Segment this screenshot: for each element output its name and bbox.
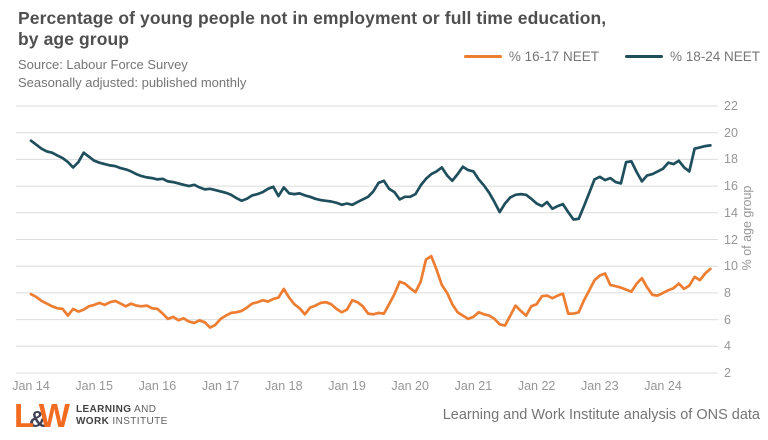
lw-logo-text: LEARNING AND WORK INSTITUTE [75, 404, 168, 427]
x-tick-label-jan-20: Jan 20 [391, 379, 429, 393]
y-tick-label-2: 2 [724, 366, 731, 380]
x-tick-label-jan-14: Jan 14 [12, 379, 50, 393]
y-tick-label-4: 4 [724, 339, 731, 354]
x-tick-label-jan-21: Jan 21 [454, 379, 493, 393]
x-tick-label-jan-19: Jan 19 [328, 379, 366, 393]
legend-label: % 16-17 NEET [508, 49, 599, 64]
gridlines [16, 105, 718, 374]
series-lines [29, 139, 712, 329]
series-line-16-17-neet [29, 254, 712, 329]
logo-ampersand: & [29, 406, 46, 432]
x-tick-label-jan-17: Jan 17 [201, 379, 240, 393]
legend-item-16-17-neet: % 16-17 NEET [463, 49, 599, 64]
chart-legend: % 16-17 NEET % 18-24 NEET [463, 49, 760, 64]
chart-title: Percentage of young people not in employ… [18, 8, 606, 50]
legend-label: % 18-24 NEET [669, 49, 760, 64]
y-tick-label-22: 22 [724, 99, 738, 113]
y-tick-label-10: 10 [724, 259, 738, 274]
legend-swatch [624, 55, 663, 58]
x-tick-label-jan-22: Jan 22 [517, 379, 556, 393]
logo-letter-w: W [38, 397, 70, 434]
y-tick-label-14: 14 [724, 205, 738, 220]
legend-swatch [463, 55, 502, 58]
analysis-credit: Learning and Work Institute analysis of … [442, 407, 760, 423]
y-tick-label-20: 20 [724, 125, 738, 140]
y-tick-label-8: 8 [724, 285, 731, 300]
x-tick-label-jan-23: Jan 23 [581, 379, 619, 393]
x-tick-label-jan-24: Jan 24 [644, 379, 682, 393]
x-tick-label-jan-15: Jan 15 [75, 379, 113, 393]
chart-title-line1: Percentage of young people not in employ… [18, 8, 607, 28]
logo-letter-l: L [14, 397, 34, 434]
chart-title-line2: by age group [18, 29, 130, 49]
x-tick-label-jan-16: Jan 16 [138, 379, 177, 393]
y-tick-label-12: 12 [724, 232, 738, 247]
chart-note: Seasonally adjusted: published monthly [18, 75, 247, 90]
lw-institute-logo: L & W LEARNING AND WORK INSTITUTE [14, 397, 168, 434]
series-line-18-24-neet [29, 139, 712, 221]
lw-logo-mark: L & W [14, 397, 70, 434]
y-tick-label-18: 18 [724, 152, 738, 167]
chart-source: Source: Labour Force Survey [18, 57, 188, 72]
y-tick-label-6: 6 [724, 312, 731, 327]
y-tick-label-16: 16 [724, 179, 738, 194]
legend-item-18-24-neet: % 18-24 NEET [624, 49, 760, 64]
x-tick-label-jan-18: Jan 18 [265, 379, 303, 393]
